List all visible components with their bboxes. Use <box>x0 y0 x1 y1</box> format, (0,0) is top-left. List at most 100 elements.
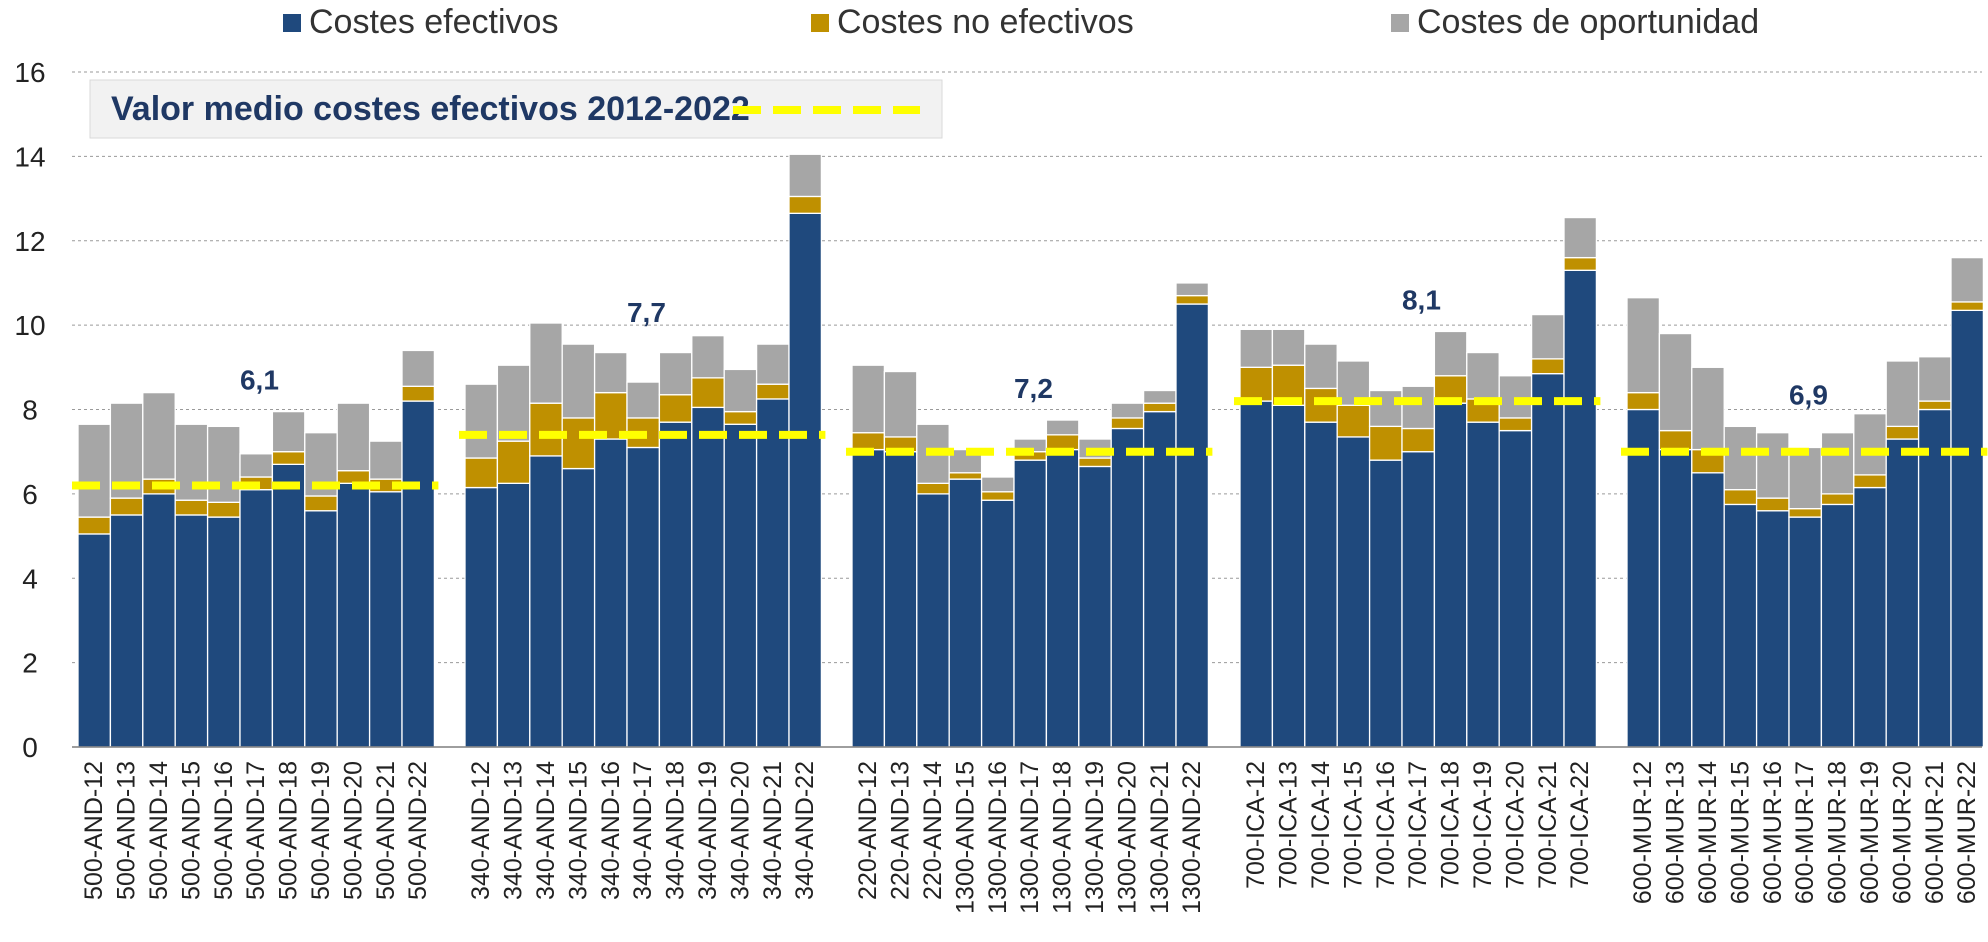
bar-500-and-17-oportunidad <box>239 453 274 478</box>
x-tick-label-600-mur-16: 600-MUR-16 <box>1759 761 1787 904</box>
x-tick-label-340-and-21: 340-AND-21 <box>759 761 787 900</box>
bar-220-and-12-oportunidad <box>851 364 886 434</box>
bar-600-mur-20-efectivos <box>1885 438 1920 748</box>
bar-700-ica-13-oportunidad <box>1271 328 1306 366</box>
bar-600-mur-12-efectivos <box>1626 408 1661 748</box>
bar-700-ica-15-no-efectivos <box>1336 404 1371 438</box>
x-tick-label-600-mur-17: 600-MUR-17 <box>1791 761 1819 904</box>
x-tick-label-500-and-22: 500-AND-22 <box>404 761 432 900</box>
bar-500-and-15-efectivos <box>174 514 209 748</box>
x-tick-label-700-ica-13: 700-ICA-13 <box>1275 761 1303 889</box>
bar-1300-and-19-efectivos <box>1078 465 1112 748</box>
bar-700-ica-22-oportunidad <box>1563 216 1598 259</box>
bar-340-and-20-oportunidad <box>723 368 758 413</box>
bar-1300-and-19-no-efectivos <box>1078 457 1112 468</box>
bar-600-mur-16-efectivos <box>1755 510 1790 748</box>
bar-600-mur-15-no-efectivos <box>1723 489 1758 506</box>
bar-700-ica-14-oportunidad <box>1304 343 1338 390</box>
x-tick-label-340-and-16: 340-AND-16 <box>597 761 625 900</box>
bar-1300-and-22-no-efectivos <box>1175 294 1210 305</box>
mean-legend-label: Valor medio costes efectivos 2012-2022 <box>111 90 750 128</box>
bar-340-and-19-efectivos <box>691 406 725 748</box>
bar-340-and-15-oportunidad <box>561 343 596 419</box>
bar-500-and-20-efectivos <box>336 482 371 748</box>
mean-lines <box>72 397 1988 490</box>
x-tick-label-700-ica-12: 700-ICA-12 <box>1242 761 1270 889</box>
bar-700-ica-18-efectivos <box>1433 402 1468 748</box>
x-tick-label-340-and-12: 340-AND-12 <box>467 761 495 900</box>
bar-340-and-16-efectivos <box>593 438 628 748</box>
x-tick-label-340-and-22: 340-AND-22 <box>791 761 819 900</box>
bar-700-ica-16-oportunidad <box>1368 389 1403 428</box>
y-tick-label-6: 6 <box>22 479 38 510</box>
bar-1300-and-16-oportunidad <box>980 476 1015 493</box>
bar-340-and-18-efectivos <box>658 421 693 748</box>
bar-220-and-14-no-efectivos <box>916 482 950 495</box>
bar-340-and-15-no-efectivos <box>561 417 596 470</box>
bar-500-and-15-no-efectivos <box>174 499 209 516</box>
bar-600-mur-17-efectivos <box>1788 516 1823 748</box>
bar-500-and-22-efectivos <box>401 400 436 748</box>
legend: Costes efectivos Costes no efectivos Cos… <box>283 3 1759 41</box>
bar-500-and-12-oportunidad <box>77 423 112 518</box>
bar-700-ica-12-efectivos <box>1239 400 1274 748</box>
bar-340-and-15-efectivos <box>561 467 596 748</box>
group-mean-label-1: 6,1 <box>240 365 279 396</box>
bar-1300-and-18-efectivos <box>1045 448 1080 748</box>
bar-600-mur-19-no-efectivos <box>1853 474 1887 489</box>
bar-340-and-14-oportunidad <box>529 322 563 404</box>
bar-500-and-18-no-efectivos <box>271 451 306 465</box>
x-tick-label-600-mur-14: 600-MUR-14 <box>1694 761 1722 904</box>
bar-700-ica-22-no-efectivos <box>1563 256 1598 271</box>
bar-600-mur-18-oportunidad <box>1820 432 1855 495</box>
x-tick-label-500-and-15: 500-AND-15 <box>177 761 205 900</box>
bar-340-and-20-efectivos <box>723 423 758 748</box>
x-tick-label-220-and-12: 220-AND-12 <box>854 761 882 900</box>
bar-1300-and-21-no-efectivos <box>1142 402 1177 413</box>
bar-340-and-14-no-efectivos <box>529 402 563 457</box>
x-tick-label-600-mur-13: 600-MUR-13 <box>1662 761 1690 904</box>
bar-700-ica-18-oportunidad <box>1433 330 1468 377</box>
bar-600-mur-17-no-efectivos <box>1788 507 1823 518</box>
bar-500-and-14-oportunidad <box>142 391 176 480</box>
bar-1300-and-18-no-efectivos <box>1045 434 1080 451</box>
x-tick-label-1300-and-20: 1300-AND-20 <box>1113 761 1141 914</box>
x-tick-label-500-and-17: 500-AND-17 <box>242 761 270 900</box>
bar-340-and-14-efectivos <box>529 455 563 748</box>
x-tick-label-500-and-18: 500-AND-18 <box>275 761 303 900</box>
bar-600-mur-14-oportunidad <box>1691 366 1725 451</box>
group-mean-label-3: 7,2 <box>1014 373 1053 404</box>
x-tick-label-600-mur-22: 600-MUR-22 <box>1953 761 1981 904</box>
bar-600-mur-13-oportunidad <box>1658 332 1693 432</box>
bar-500-and-22-oportunidad <box>401 349 436 387</box>
x-tick-label-700-ica-22: 700-ICA-22 <box>1566 761 1594 889</box>
bar-500-and-22-no-efectivos <box>401 385 436 402</box>
x-tick-label-700-ica-18: 700-ICA-18 <box>1437 761 1465 889</box>
bar-700-ica-13-efectivos <box>1271 404 1306 748</box>
x-tick-label-340-and-18: 340-AND-18 <box>662 761 690 900</box>
bar-600-mur-21-efectivos <box>1917 408 1952 748</box>
x-tick-label-600-mur-18: 600-MUR-18 <box>1824 761 1852 904</box>
y-tick-label-2: 2 <box>22 648 38 679</box>
x-tick-label-1300-and-22: 1300-AND-22 <box>1178 761 1206 914</box>
bar-340-and-13-oportunidad <box>496 364 531 442</box>
legend-label-costes-de-oportunidad: Costes de oportunidad <box>1417 3 1759 41</box>
bar-700-ica-17-oportunidad <box>1401 385 1436 430</box>
x-tick-label-500-and-21: 500-AND-21 <box>372 761 400 900</box>
bar-340-and-18-no-efectivos <box>658 394 693 423</box>
bar-340-and-21-oportunidad <box>755 343 790 385</box>
bar-600-mur-13-no-efectivos <box>1658 429 1693 451</box>
bar-340-and-19-oportunidad <box>691 335 725 379</box>
bar-500-and-20-oportunidad <box>336 402 371 472</box>
bar-1300-and-21-efectivos <box>1142 410 1177 748</box>
y-tick-label-14: 14 <box>14 141 45 172</box>
bar-500-and-18-efectivos <box>271 463 306 748</box>
group-mean-label-5: 6,9 <box>1789 379 1828 410</box>
bar-1300-and-15-efectivos <box>948 478 983 748</box>
bar-500-and-21-oportunidad <box>368 440 403 480</box>
bar-600-mur-19-oportunidad <box>1853 413 1887 476</box>
x-tick-label-1300-and-19: 1300-AND-19 <box>1081 761 1109 914</box>
bar-700-ica-20-no-efectivos <box>1498 417 1533 432</box>
x-tick-label-220-and-13: 220-AND-13 <box>887 761 915 900</box>
